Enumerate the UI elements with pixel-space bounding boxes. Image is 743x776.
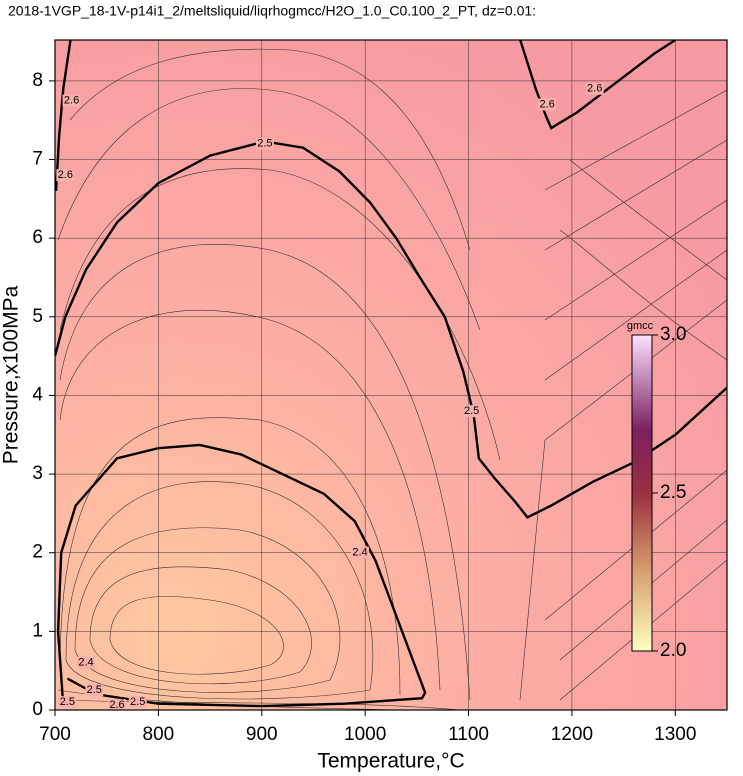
contour-line	[55, 40, 72, 192]
colorbar-tick-label: 2.5	[660, 482, 686, 503]
contour-label-bg	[538, 98, 557, 111]
contour-label-bg	[585, 82, 604, 95]
contour-line	[519, 40, 676, 130]
colorbar-label: gmcc	[627, 320, 654, 332]
y-tick-label: 2	[32, 542, 43, 563]
x-tick-label: 900	[246, 724, 278, 745]
contour-label: 2.4	[352, 547, 367, 559]
x-tick-label: 700	[39, 724, 71, 745]
contour-label: 2.5	[130, 696, 145, 708]
x-tick-label: 800	[143, 724, 175, 745]
y-tick-label: 5	[32, 306, 43, 327]
x-axis-label: Temperature,°C	[317, 750, 464, 773]
contour-label: 2.6	[64, 94, 79, 106]
colorbar-tick-label: 3.0	[660, 324, 686, 345]
y-tick-label: 8	[32, 70, 43, 91]
x-tick-label: 1100	[448, 724, 489, 745]
contour-line	[55, 140, 727, 519]
x-tick-label: 1300	[654, 724, 696, 745]
contour-label-bg	[58, 696, 77, 709]
y-tick-label: 3	[32, 463, 43, 484]
contour-label: 2.5	[257, 138, 272, 150]
colorbar	[631, 334, 653, 652]
y-tick-label: 1	[32, 620, 43, 641]
y-axis-label: Pressure,x100MPa	[0, 285, 23, 464]
contour-label-bg	[255, 137, 274, 150]
y-tick-label: 7	[32, 149, 43, 170]
y-tick-label: 4	[32, 384, 43, 405]
contour-label-bg	[350, 546, 369, 559]
contour-line	[56, 443, 427, 708]
y-tick-label: 0	[32, 699, 43, 720]
colorbar-tick-label: 2.0	[660, 640, 686, 661]
contour-label-bg	[462, 405, 481, 418]
contour-label-bg	[108, 699, 127, 710]
y-tick-label: 6	[32, 227, 43, 248]
contour-label-bg	[128, 696, 147, 709]
contour-label: 2.5	[464, 405, 479, 417]
x-tick-label: 1000	[344, 724, 386, 745]
x-tick-label: 1200	[551, 724, 593, 745]
contour-label-bg	[77, 656, 96, 669]
contour-label: 2.6	[109, 699, 124, 711]
contour-label-bg	[56, 169, 75, 182]
contour-label: 2.6	[58, 169, 73, 181]
contour-label: 2.6	[587, 83, 602, 95]
contour-label-bg	[85, 684, 104, 697]
contour-label: 2.5	[87, 684, 102, 696]
contour-label: 2.5	[60, 696, 75, 708]
contour-label-bg	[62, 94, 81, 107]
contour-layer: 2.5 2.5 2.4 2.4 2.6 2.6 2.6 2.6 2.5 2.5 2.6 2.5	[55, 40, 727, 711]
contour-label: 2.4	[78, 657, 93, 669]
contour-label: 2.6	[539, 98, 554, 110]
chart-title: 2018-1VGP_18-1V-p14i1_2/meltsliquid/liqr…	[8, 3, 536, 19]
plot-background	[55, 40, 727, 710]
plot-frame	[54, 39, 728, 711]
